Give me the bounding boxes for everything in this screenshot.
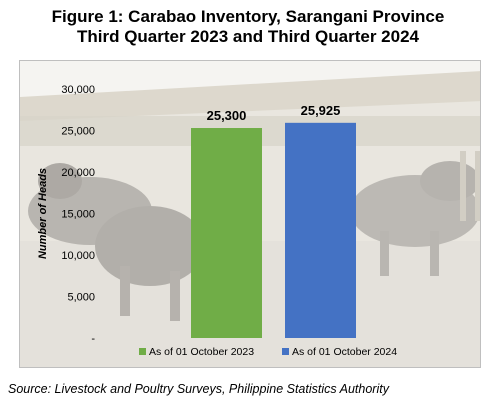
y-tick-label: 15,000 <box>61 209 95 221</box>
bar-value-label: 25,300 <box>207 108 247 123</box>
y-tick-label: 5,000 <box>67 292 95 304</box>
bar <box>285 122 356 338</box>
y-axis-ticks: - 5,000 10,000 15,000 20,000 25,000 30,000 <box>61 84 95 345</box>
bar-chart: - 5,000 10,000 15,000 20,000 25,000 30,000 Num… <box>20 61 480 367</box>
legend: As of 01 October 2023 As of 01 October 20… <box>139 346 397 358</box>
chart-title-line-2: Third Quarter 2023 and Third Quarter 202… <box>76 27 419 46</box>
y-tick-label: 20,000 <box>61 167 95 179</box>
y-tick-label: 25,000 <box>61 126 95 138</box>
y-tick-label: - <box>91 333 95 345</box>
legend-swatch <box>139 348 146 355</box>
bars <box>191 122 356 338</box>
chart-frame: - 5,000 10,000 15,000 20,000 25,000 30,000 Num… <box>19 60 481 368</box>
legend-entry: As of 01 October 2024 <box>292 346 397 358</box>
legend-swatch <box>282 348 289 355</box>
bar <box>191 128 262 338</box>
bar-value-label: 25,925 <box>301 103 341 118</box>
y-tick-label: 30,000 <box>61 84 95 96</box>
legend-entry: As of 01 October 2023 <box>149 346 254 358</box>
y-axis-label: Number of Heads <box>37 168 49 259</box>
y-tick-label: 10,000 <box>61 250 95 262</box>
chart-title-line-1: Figure 1: Carabao Inventory, Sarangani P… <box>51 7 445 26</box>
source-note: Source: Livestock and Poultry Surveys, P… <box>8 382 389 396</box>
bar-data-labels: 25,300 25,925 <box>207 103 341 123</box>
